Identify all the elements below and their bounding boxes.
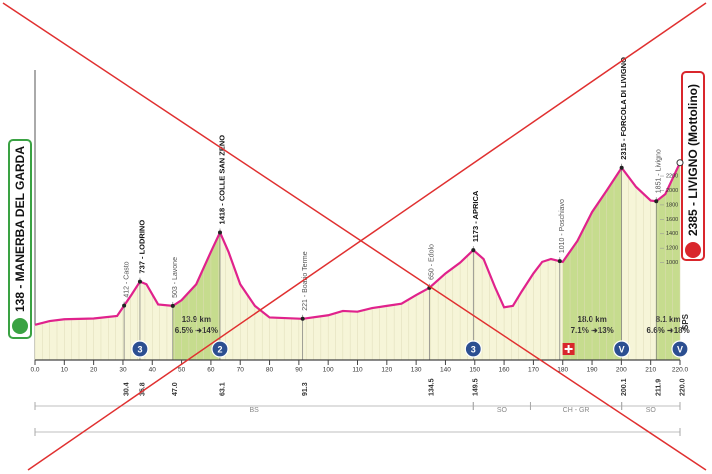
x-tick-label: 20 <box>90 367 98 374</box>
category-label: 2 <box>217 344 222 354</box>
x-tick-label: 70 <box>237 367 245 374</box>
distance-label: 134.5 <box>429 378 436 396</box>
climb-length: 8.1 km <box>656 315 681 324</box>
waypoint-dot <box>122 303 127 308</box>
y-tick-label: 1200 <box>666 246 678 252</box>
category-badge <box>131 340 149 358</box>
y-tick-label: 2000 <box>666 188 678 194</box>
category-badge <box>464 340 482 358</box>
x-tick-label: 220.0 <box>672 367 689 374</box>
x-tick-label: 50 <box>178 367 186 374</box>
waypoint-label: 1010 - Poschiavo <box>559 199 566 253</box>
x-tick-label: 90 <box>295 367 303 374</box>
waypoint-dot <box>654 199 659 204</box>
climb-gradient: 6.6% ➜18% <box>647 326 690 335</box>
distance-label: 63.1 <box>219 382 226 396</box>
x-tick-label: 30 <box>119 367 127 374</box>
y-tick-label: 1000 <box>666 260 678 266</box>
x-tick-label: 200 <box>616 367 627 374</box>
x-tick-label: 60 <box>207 367 215 374</box>
y-tick-label: 1400 <box>666 231 678 237</box>
finish-point <box>676 159 684 167</box>
sprint-label: SPS <box>681 313 690 330</box>
distance-label: 149.5 <box>473 378 480 396</box>
cross-line <box>27 2 707 471</box>
category-label: 3 <box>137 344 142 354</box>
x-tick-label: 170 <box>528 367 539 374</box>
y-tick-label: 1800 <box>666 202 678 208</box>
finish-label: 2385 - LIVIGNO (Mottolino) <box>686 84 700 236</box>
finish-box <box>681 71 705 261</box>
waypoint-label: 1173 - APRICA <box>471 190 480 242</box>
x-tick-label: 180 <box>557 367 568 374</box>
category-label: V <box>619 344 625 354</box>
waypoint-dot <box>300 316 305 321</box>
region-label: SO <box>646 407 657 414</box>
distance-label: 35.8 <box>139 382 146 396</box>
start-label: 138 - MANERBA DEL GARDA <box>13 146 27 312</box>
region-label: BS <box>249 407 259 414</box>
region-label: CH - GR <box>563 407 590 414</box>
region-label: SO <box>497 407 508 414</box>
distance-label: 211.9 <box>656 379 663 396</box>
waypoint-label: 1418 - COLLE SAN ZENO <box>217 135 226 225</box>
x-tick-label: 190 <box>587 367 598 374</box>
waypoint-dot <box>471 248 476 253</box>
feed-icon-cross <box>564 345 573 353</box>
x-tick-label: 40 <box>149 367 157 374</box>
plot: 13.9 km6.5% ➜14%18.0 km7.1% ➜13%8.1 km6.… <box>30 57 690 436</box>
x-tick-label: 120 <box>381 367 392 374</box>
cross-line <box>2 2 707 471</box>
waypoint-dot <box>137 279 142 284</box>
climb-area <box>656 162 680 360</box>
category-label: V <box>677 344 683 354</box>
y-tick-label: 1600 <box>666 217 678 223</box>
category-label: 3 <box>471 344 476 354</box>
waypoint-dot <box>217 230 222 235</box>
x-tick-label: 10 <box>61 367 69 374</box>
waypoint-label: 221 - Boario Terme <box>302 251 309 311</box>
waypoint-label: 650 - Edolo <box>429 244 436 280</box>
waypoint-label: 503 - Lavone <box>172 257 179 298</box>
distance-label: 30.4 <box>123 382 130 396</box>
waypoint-label: 412 - Casto <box>123 261 130 297</box>
waypoint-label: 2315 - FORCOLA DI LIVIGNO <box>619 57 628 160</box>
waypoint-label: 737 - LODRINO <box>137 220 146 274</box>
x-tick-label: 130 <box>411 367 422 374</box>
y-tick-label: 2200 <box>666 173 678 179</box>
category-badge <box>613 340 631 358</box>
x-tick-label: 160 <box>499 367 510 374</box>
waypoint-dot <box>170 303 175 308</box>
profile-line <box>34 162 681 326</box>
distance-label: 220.0 <box>679 378 686 396</box>
x-tick-label: 140 <box>440 367 451 374</box>
category-badge <box>211 340 229 358</box>
waypoint-dot <box>557 259 562 264</box>
x-tick-label: 210 <box>645 367 656 374</box>
x-tick-label: 150 <box>469 367 480 374</box>
x-tick-label: 100 <box>323 367 334 374</box>
x-tick-label: 0.0 <box>30 367 39 374</box>
start-icon <box>12 318 28 334</box>
distance-label: 47.0 <box>172 382 179 396</box>
distance-label: 200.1 <box>621 378 628 396</box>
waypoint-dot <box>619 165 624 170</box>
distance-label: 91.3 <box>302 382 309 396</box>
x-tick-label: 80 <box>266 367 274 374</box>
start-box <box>8 139 32 339</box>
waypoint-label: 1851 - Livigno <box>656 149 663 193</box>
category-badge <box>671 340 689 358</box>
x-tick-label: 110 <box>352 367 363 374</box>
finish-icon <box>685 242 701 258</box>
